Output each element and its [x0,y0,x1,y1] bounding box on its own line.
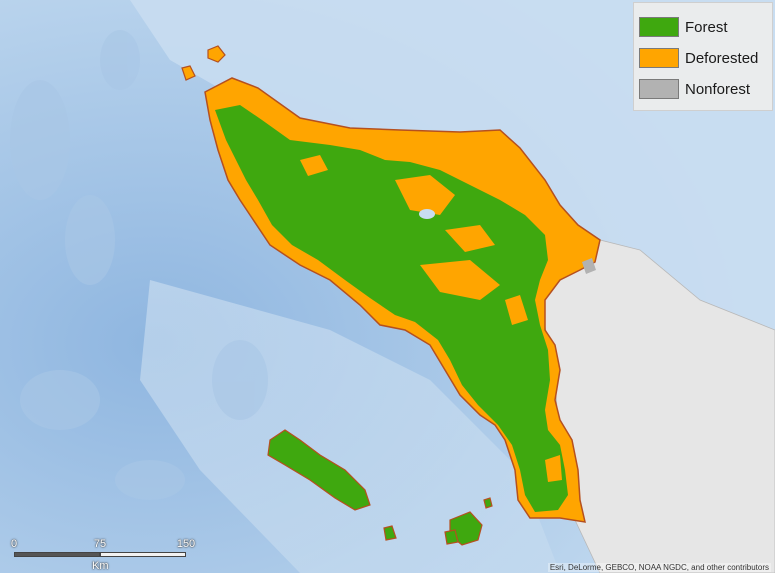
island-banyak-2 [444,529,459,545]
legend-item-forest[interactable]: Forest [639,16,728,38]
island-weh [207,45,226,63]
lake [419,209,435,219]
legend-swatch-forest [639,17,679,37]
deforested-patches [300,155,562,482]
scale-tick-75: 75 [93,538,107,550]
island-breueh [181,65,196,81]
seafloor-texture [10,30,268,500]
legend-label: Deforested [685,49,759,67]
legend-label: Forest [685,18,728,36]
legend-item-deforested[interactable]: Deforested [639,47,758,69]
scale-segment-dark [14,552,100,557]
scale-segment-light [100,552,186,557]
legend-swatch-deforested [639,48,679,68]
island-small [483,497,493,509]
forest-cover [215,105,568,512]
map-attribution: Esri, DeLorme, GEBCO, NOAA NGDC, and oth… [547,563,771,572]
islands[interactable] [181,45,493,546]
nonforest-patch [582,258,596,274]
legend: Forest Deforested Nonforest [633,2,773,111]
legend-label: Nonforest [685,80,751,98]
island-simeulue [267,429,371,511]
legend-item-nonforest[interactable]: Nonforest [639,78,750,100]
scale-tick-150: 150 [176,538,196,550]
scale-unit: Km [92,560,109,572]
scale-tick-0: 0 [10,538,18,550]
scale-bar: 0 75 150 Km [10,538,210,572]
island-banyak-3 [383,525,397,541]
legend-swatch-nonforest [639,79,679,99]
